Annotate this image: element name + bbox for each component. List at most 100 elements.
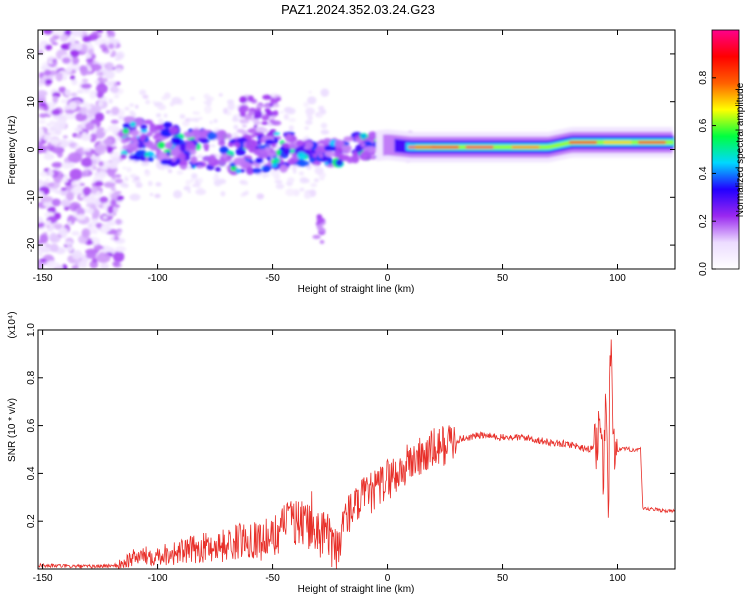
noise-blob (68, 221, 72, 226)
y-tick-label: 0.8 (26, 370, 37, 384)
noise-blob (38, 72, 45, 77)
ridge-blob (367, 131, 378, 140)
noise-blob (48, 170, 54, 177)
noise-blob (64, 241, 73, 246)
ridge-blob (122, 122, 131, 130)
y-tick-label: -10 (26, 190, 37, 205)
noise-blob (101, 245, 111, 253)
ridge-blob (197, 137, 205, 142)
background-blob (171, 96, 182, 105)
background-blob (126, 167, 132, 173)
side-lobe-blob (247, 110, 255, 116)
background-blob (158, 118, 164, 125)
background-blob (270, 169, 280, 177)
background-blob (320, 122, 328, 129)
noise-blob (71, 250, 83, 260)
colorbar-tick-label: 0.8 (698, 70, 709, 84)
noise-blob (87, 112, 94, 119)
side-lobe-blob (273, 103, 280, 108)
background-blob (213, 118, 218, 123)
ridge-blob (138, 135, 147, 141)
snr-marks (38, 339, 675, 569)
noise-blob (85, 58, 93, 63)
noise-blob (88, 208, 94, 215)
side-lobe-blob (269, 118, 276, 123)
ridge-blob (352, 151, 358, 158)
noise-blob (107, 205, 114, 214)
noise-blob (69, 168, 83, 181)
noise-blob (115, 218, 122, 225)
noise-blob (110, 119, 119, 124)
ridge-blob (163, 142, 174, 149)
noise-blob (96, 127, 106, 139)
noise-blob (47, 206, 56, 214)
noise-blob (49, 243, 59, 253)
noise-blob (91, 218, 99, 223)
noise-blob (71, 231, 80, 236)
noise-blob (60, 119, 66, 125)
ridge-blob (360, 151, 371, 158)
ridge-blob (140, 124, 148, 130)
ridge-blob (169, 161, 178, 166)
ridge-blob (340, 145, 352, 151)
background-blob (264, 173, 270, 177)
ridge-blob (170, 148, 182, 157)
noise-blob (114, 57, 122, 61)
noise-blob (80, 83, 92, 89)
noise-blob (70, 49, 80, 58)
noise-blob (43, 134, 52, 141)
noise-blob (102, 215, 108, 220)
noise-blob (92, 105, 102, 113)
background-blob (190, 96, 195, 101)
ridge-blob (130, 136, 138, 142)
noise-blob (38, 144, 46, 154)
ridge-blob (344, 141, 350, 146)
ridge-blob (218, 140, 226, 146)
background-blob (209, 120, 213, 124)
ridge-blob (273, 132, 281, 136)
ridge-blob (321, 157, 328, 161)
noise-blob (44, 69, 52, 76)
noise-blob (96, 252, 111, 264)
ridge-blob (129, 121, 137, 128)
side-lobe-blob (247, 95, 254, 102)
side-lobe-blob (255, 107, 262, 112)
background-blob (286, 107, 296, 115)
background-blob (275, 183, 285, 190)
figure-title: PAZ1.2024.352.03.24.G23 (281, 2, 435, 17)
background-blob (298, 171, 305, 176)
ridge-hotspot (603, 141, 632, 144)
noise-blob (98, 71, 104, 76)
background-blob (135, 104, 139, 109)
noise-blob (112, 261, 121, 267)
noise-blob (47, 182, 55, 187)
ridge-blob (334, 139, 344, 148)
ridge-blob (179, 143, 186, 152)
background-blob (310, 183, 318, 188)
background-blob (124, 106, 130, 111)
side-lobe-blob (316, 223, 323, 231)
y-tick-label: 1.0 (26, 323, 37, 337)
ridge-blob (147, 157, 154, 162)
background-blob (304, 126, 309, 130)
noise-blob (92, 31, 99, 36)
colorbar-tick-label: 0.4 (698, 166, 709, 180)
background-blob (196, 154, 204, 159)
ridge-blob (305, 141, 314, 149)
ridge-blob (246, 166, 254, 175)
noise-blob (46, 149, 50, 155)
x-tick-label: 50 (497, 573, 509, 584)
ridge-blob (287, 158, 297, 166)
ridge-blob (208, 154, 217, 164)
noise-blob (112, 206, 119, 213)
ridge-blob (248, 134, 255, 138)
noise-blob (74, 127, 83, 132)
background-blob (123, 175, 129, 178)
ridge-blob (273, 157, 281, 164)
noise-blob (63, 174, 68, 180)
background-blob (186, 165, 192, 170)
noise-blob (65, 246, 74, 253)
background-blob (124, 177, 129, 182)
